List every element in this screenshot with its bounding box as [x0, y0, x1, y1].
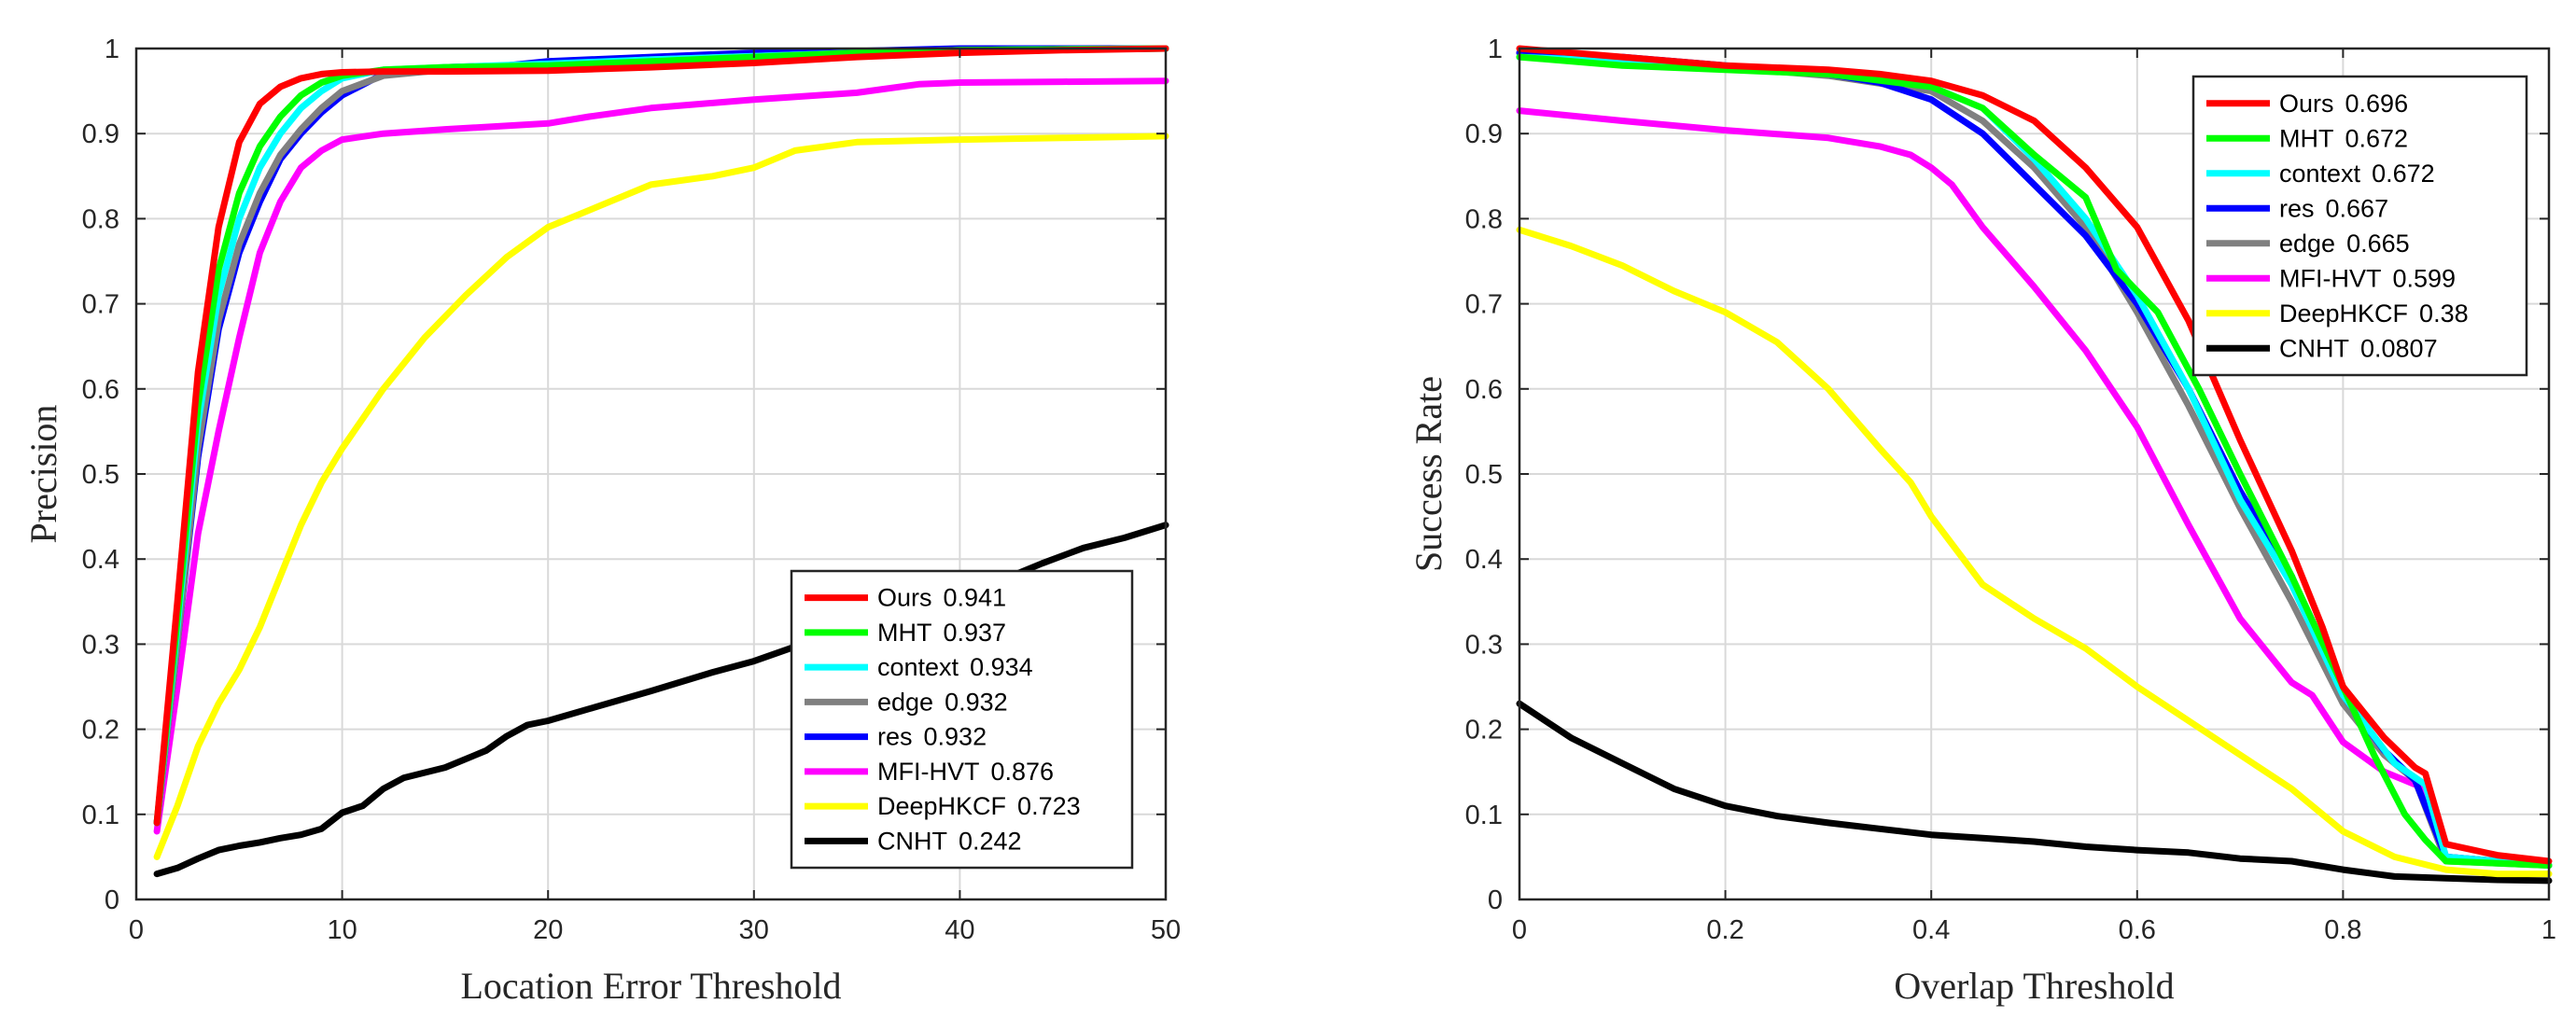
series-lines — [1516, 45, 2553, 885]
y-tick-label: 0.8 — [82, 204, 119, 234]
y-tick-label: 0.6 — [1465, 375, 1503, 405]
x-tick-label: 0.2 — [1706, 915, 1743, 945]
axis-ticks: 0 0.2 0.4 0.6 0.8 1 0 0.1 0.2 0.3 0.4 0.5 0.6 0.7 0.8 0… — [1465, 35, 2556, 945]
x-tick-label: 0 — [1512, 915, 1527, 945]
x-axis-label: Overlap Threshold — [1894, 965, 2174, 1007]
legend-entry-label: context 0.934 — [877, 653, 1033, 681]
x-tick-label: 0.4 — [1912, 915, 1950, 945]
y-tick-label: 0.9 — [82, 119, 119, 149]
series-line-cnht — [1516, 700, 2553, 885]
y-tick-label: 1 — [105, 35, 119, 64]
x-tick-label: 0.8 — [2324, 915, 2361, 945]
x-axis-label: Location Error Threshold — [460, 965, 841, 1007]
series-line-ours — [153, 45, 1169, 827]
y-axis-label: Success Rate — [1407, 376, 1449, 572]
x-tick-label: 0.6 — [2119, 915, 2156, 945]
y-tick-label: 0 — [1488, 885, 1503, 915]
x-tick-label: 30 — [739, 915, 769, 945]
y-tick-label: 0.7 — [1465, 290, 1503, 320]
legend-entry-label: DeepHKCF 0.38 — [2279, 300, 2469, 327]
legend-entry-label: Ours 0.696 — [2279, 90, 2408, 118]
legend-entry-label: res 0.932 — [877, 723, 987, 751]
axis-ticks: 0 10 20 30 40 50 0 0.1 0.2 0.3 0.4 0.5 0.6 0.7 0.8 0.9 1 — [82, 35, 1181, 945]
x-tick-label: 20 — [533, 915, 563, 945]
y-axis-label: Precision — [22, 405, 64, 544]
legend-entry-label: MFI-HVT 0.876 — [877, 758, 1054, 786]
y-tick-label: 0.2 — [1465, 716, 1503, 745]
legend-entry-label: context 0.672 — [2279, 160, 2435, 188]
y-tick-label: 0.1 — [1465, 801, 1503, 830]
x-tick-label: 40 — [945, 915, 974, 945]
y-tick-label: 0.6 — [82, 375, 119, 405]
series-line-mht — [153, 45, 1169, 827]
y-tick-label: 0.1 — [82, 801, 119, 830]
x-tick-label: 1 — [2541, 915, 2556, 945]
y-tick-label: 1 — [1488, 35, 1503, 64]
y-tick-label: 0.5 — [1465, 460, 1503, 490]
series-line-mfi-hvt — [1516, 107, 2553, 869]
y-tick-label: 0.8 — [1465, 204, 1503, 234]
legend-entry-label: edge 0.932 — [877, 688, 1008, 716]
legend: Ours 0.696 MHT 0.672 context 0.672 res 0.667 edg… — [2191, 75, 2528, 377]
legend-entry-label: DeepHKCF 0.723 — [877, 792, 1081, 820]
y-tick-label: 0.7 — [82, 290, 119, 320]
y-tick-label: 0.5 — [82, 460, 119, 490]
legend-entry-label: CNHT 0.0807 — [2279, 334, 2438, 362]
series-lines — [153, 45, 1169, 878]
y-tick-label: 0.2 — [82, 716, 119, 745]
series-line-deephkcf — [153, 132, 1169, 860]
y-tick-label: 0.3 — [1465, 630, 1503, 660]
y-tick-label: 0.3 — [82, 630, 119, 660]
legend-entry-label: MFI-HVT 0.599 — [2279, 264, 2456, 292]
x-tick-label: 50 — [1151, 915, 1181, 945]
legend-entry-label: CNHT 0.242 — [877, 827, 1022, 855]
y-tick-label: 0.4 — [82, 545, 119, 575]
success-plot: 0 0.2 0.4 0.6 0.8 1 0 0.1 0.2 0.3 0.4 0.5 0.6 0.7 0.8 0… — [1407, 35, 2556, 1007]
legend-entry-label: MHT 0.937 — [877, 619, 1006, 647]
legend-entry-label: res 0.667 — [2279, 194, 2388, 222]
legend: Ours 0.941 MHT 0.937 context 0.934 edge 0.932 re… — [790, 569, 1134, 870]
legend-box — [2191, 75, 2528, 377]
series-line-ours — [1516, 45, 2553, 865]
legend-entry-label: edge 0.665 — [2279, 230, 2410, 258]
legend-box — [790, 569, 1134, 870]
y-tick-label: 0 — [105, 885, 119, 915]
series-line-mht — [1516, 53, 2553, 869]
precision-plot: 0 10 20 30 40 50 0 0.1 0.2 0.3 0.4 0.5 0.6 0.7 0.8 0.9 1… — [22, 35, 1181, 1007]
y-tick-label: 0.4 — [1465, 545, 1503, 575]
series-line-deephkcf — [1516, 226, 2553, 878]
legend-entry-label: MHT 0.672 — [2279, 124, 2408, 152]
legend-entry-label: Ours 0.941 — [877, 584, 1006, 612]
series-line-mfi-hvt — [153, 77, 1169, 835]
x-tick-label: 10 — [327, 915, 357, 945]
y-tick-label: 0.9 — [1465, 119, 1503, 149]
x-tick-label: 0 — [129, 915, 144, 945]
